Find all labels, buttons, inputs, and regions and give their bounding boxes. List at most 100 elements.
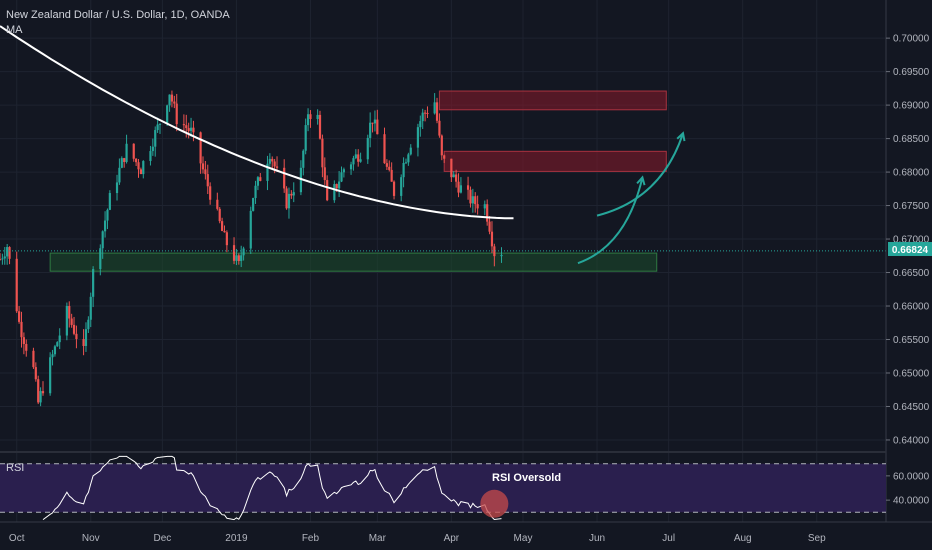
candle-body (115, 182, 119, 194)
x-tick-label: 2019 (225, 533, 248, 544)
candle-body (139, 169, 143, 175)
candle-body (338, 181, 341, 189)
candle-body (103, 220, 107, 232)
candle-body (32, 350, 35, 368)
candle-body (58, 335, 61, 343)
candle-body (423, 112, 427, 114)
candle-body (68, 306, 71, 319)
candle-body (493, 246, 496, 257)
candle-body (466, 185, 470, 190)
candle-body (82, 339, 85, 346)
candle-body (306, 114, 310, 126)
candle-body (292, 192, 295, 196)
candle-body (352, 158, 355, 165)
candle-body (199, 132, 202, 164)
candle-body (106, 209, 109, 221)
candle-body (22, 337, 25, 344)
candles-layer (0, 90, 503, 407)
candle-body (65, 306, 68, 336)
candle-body (373, 119, 377, 124)
candle-body (438, 120, 441, 136)
candle-body (156, 124, 159, 131)
x-tick-label: May (514, 533, 533, 544)
candle-body (450, 158, 453, 178)
y-tick-label: 0.64000 (893, 435, 930, 446)
candle-body (254, 185, 257, 199)
candle-body (166, 105, 169, 124)
candle-body (125, 143, 128, 162)
candle-body (149, 151, 152, 162)
candle-body (49, 357, 52, 394)
candle-body (426, 112, 429, 114)
candle-body (488, 221, 491, 232)
candle-body (471, 196, 474, 204)
candle-body (53, 346, 57, 355)
candle-body (242, 248, 245, 256)
x-tick-label: Mar (369, 533, 387, 544)
candle-body (182, 124, 185, 126)
x-tick-label: Dec (153, 533, 171, 544)
candle-body (486, 204, 489, 222)
x-tick-label: Aug (734, 533, 752, 544)
x-tick-label: Feb (302, 533, 320, 544)
candle-body (51, 354, 54, 358)
candle-body (318, 114, 322, 139)
candle-body (192, 127, 195, 133)
candle-body (92, 269, 95, 297)
candle-body (376, 119, 379, 135)
moving-average-line (0, 25, 514, 220)
candle-body (385, 163, 388, 167)
candle-body (366, 137, 369, 160)
chart-title: New Zealand Dollar / U.S. Dollar, 1D, OA… (6, 9, 230, 21)
candle-body (123, 158, 126, 162)
candle-body (259, 177, 262, 181)
rsi-band (0, 463, 886, 513)
candle-body (25, 343, 28, 351)
candle-body (435, 102, 439, 121)
candle-body (443, 155, 446, 159)
candle-body (70, 318, 73, 325)
candle-body (500, 254, 503, 257)
candle-body (220, 221, 224, 231)
y-tick-label: 0.67500 (893, 201, 930, 212)
supply-zone (443, 150, 667, 172)
candle-body (309, 114, 312, 120)
candle-body (340, 172, 343, 182)
candle-body (321, 138, 324, 168)
candle-body (175, 103, 178, 125)
y-tick-label: 0.68500 (893, 134, 930, 145)
candle-body (256, 177, 260, 186)
rsi-annotation: RSI Oversold (492, 472, 561, 484)
current-price-label-text: 0.66824 (892, 245, 929, 256)
candle-body (18, 311, 21, 322)
candle-body (132, 143, 135, 159)
projection-arrowhead (636, 175, 646, 186)
candle-body (271, 158, 274, 162)
candle-body (209, 186, 212, 200)
y-tick-label: 0.69000 (893, 101, 930, 112)
candle-body (235, 255, 238, 261)
candle-body (237, 255, 240, 261)
candle-body (158, 123, 162, 125)
candle-body (168, 94, 171, 106)
candle-body (476, 204, 479, 209)
candle-body (204, 169, 207, 175)
y-tick-label: 0.65500 (893, 335, 930, 346)
candle-body (369, 122, 372, 138)
candle-body (275, 166, 279, 168)
x-tick-label: Oct (9, 533, 25, 544)
candle-body (249, 210, 252, 249)
candle-body (20, 321, 23, 338)
candle-body (349, 164, 353, 170)
time-axis: Oct Nov Dec 2019 Feb Mar Apr May Jun Jul Aug Sep (9, 533, 826, 544)
candle-body (402, 162, 405, 178)
candle-body (170, 94, 174, 102)
y-tick-label: 0.66500 (893, 268, 930, 279)
candle-body (474, 196, 477, 205)
candle-body (371, 122, 374, 124)
candle-body (357, 154, 360, 162)
projection-arrowhead (676, 131, 686, 142)
candle-body (433, 102, 436, 114)
rsi-tick-label: 60.0000 (893, 471, 930, 482)
y-tick-label: 0.67000 (893, 235, 930, 246)
